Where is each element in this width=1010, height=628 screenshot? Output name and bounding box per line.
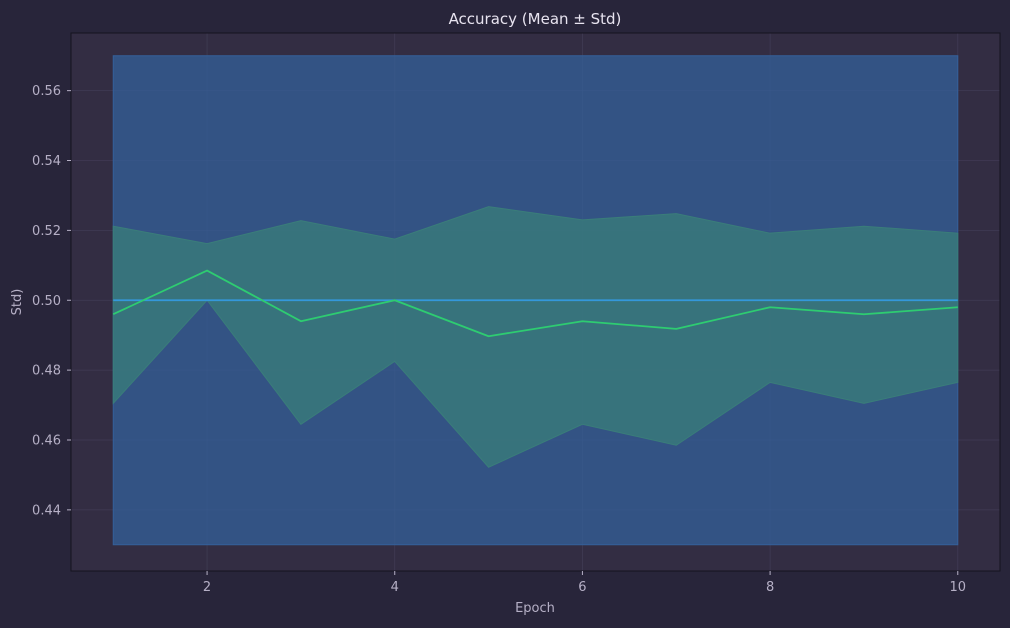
chart-title: Accuracy (Mean ± Std): [449, 10, 622, 28]
x-axis-ticks: 2 4 6 8 10: [203, 571, 966, 595]
y-tick-label: 0.46: [32, 433, 61, 448]
mean-lines: [112, 269, 958, 338]
y-tick-label: 0.48: [32, 364, 61, 379]
y-tick-label: 0.52: [32, 224, 61, 239]
y-tick-label: 0.54: [32, 154, 61, 169]
x-axis-label: Epoch: [515, 601, 555, 616]
x-tick-label: 6: [578, 580, 586, 595]
std-band-series-2: [112, 206, 959, 468]
x-tick-label: 8: [766, 580, 774, 595]
x-tick-label: 2: [203, 580, 211, 595]
y-tick-label: 0.44: [32, 503, 61, 518]
y-axis-ticks: 0.44 0.46 0.48 0.50 0.52 0.54 0.56: [32, 84, 71, 518]
x-tick-label: 10: [949, 580, 966, 595]
y-axis-label: Std): [10, 289, 25, 316]
y-tick-label: 0.50: [32, 294, 61, 309]
plot-frame: [70, 32, 1001, 572]
mean-line-series-2: [112, 269, 958, 338]
y-tick-label: 0.56: [32, 84, 61, 99]
x-tick-label: 4: [391, 580, 399, 595]
